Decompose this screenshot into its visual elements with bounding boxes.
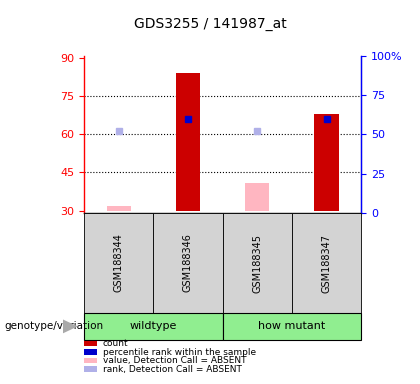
Text: how mutant: how mutant [258, 321, 326, 331]
Text: percentile rank within the sample: percentile rank within the sample [103, 348, 256, 357]
Text: value, Detection Call = ABSENT: value, Detection Call = ABSENT [103, 356, 247, 365]
Bar [315, 114, 339, 210]
Text: genotype/variation: genotype/variation [4, 321, 103, 331]
Bar [245, 183, 269, 210]
Bar [176, 73, 200, 210]
Text: GSM188345: GSM188345 [252, 233, 262, 293]
Text: GSM188344: GSM188344 [114, 233, 123, 293]
Text: wildtype: wildtype [130, 321, 177, 331]
Bar [107, 205, 131, 210]
Text: GDS3255 / 141987_at: GDS3255 / 141987_at [134, 17, 286, 31]
Text: count: count [103, 339, 129, 348]
Text: GSM188347: GSM188347 [322, 233, 331, 293]
Text: GSM188346: GSM188346 [183, 233, 193, 293]
Text: rank, Detection Call = ABSENT: rank, Detection Call = ABSENT [103, 364, 242, 374]
